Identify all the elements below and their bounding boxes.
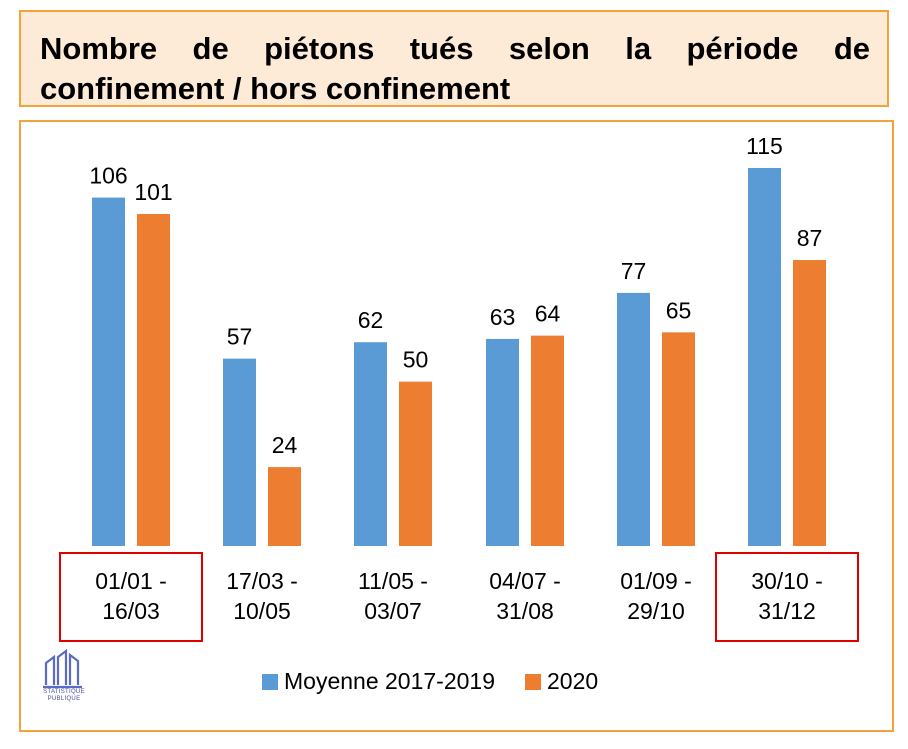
bar-series1-2 bbox=[354, 342, 387, 546]
data-label-series1-2: 62 bbox=[358, 307, 384, 333]
title-box: Nombre de piétons tués selon la période … bbox=[19, 10, 889, 107]
category-label-0-line1: 01/01 - bbox=[95, 568, 167, 594]
bar-series1-3 bbox=[486, 338, 519, 546]
highlight-box-0 bbox=[59, 552, 203, 642]
legend-swatch-series2 bbox=[525, 673, 541, 690]
chart-title: Nombre de piétons tués selon la période … bbox=[40, 31, 870, 106]
legend-item-series1: Moyenne 2017-2019 bbox=[262, 668, 495, 695]
category-label-3-line2: 31/08 bbox=[496, 598, 554, 624]
legend-item-series2: 2020 bbox=[525, 668, 598, 695]
data-label-series1-4: 77 bbox=[621, 258, 647, 284]
legend-label-series2: 2020 bbox=[547, 668, 599, 694]
bar-series1-4 bbox=[617, 292, 650, 546]
category-label-5-line2: 31/12 bbox=[758, 598, 816, 624]
legend-label-series1: Moyenne 2017-2019 bbox=[284, 668, 495, 694]
logo-text-line2: PUBLIQUE bbox=[47, 696, 81, 702]
category-label-2-line1: 11/05 - bbox=[358, 568, 428, 594]
bar-series2-3 bbox=[531, 335, 564, 546]
bar-series1-5 bbox=[748, 168, 781, 546]
logo-text: STATISTIQUE PUBLIQUE bbox=[33, 689, 95, 703]
category-label-3-line1: 04/07 - bbox=[489, 568, 561, 594]
category-label-0-line2: 16/03 bbox=[102, 598, 160, 624]
data-label-series1-0: 106 bbox=[89, 163, 127, 189]
data-label-series2-1: 24 bbox=[272, 432, 298, 458]
building-columns-icon bbox=[43, 648, 82, 689]
bar-series2-4 bbox=[662, 332, 695, 546]
category-label-1-line2: 10/05 bbox=[233, 598, 291, 624]
legend: Moyenne 2017-2019 2020 bbox=[262, 668, 628, 695]
category-label-2-line2: 03/07 bbox=[364, 598, 422, 624]
data-label-series2-5: 87 bbox=[797, 225, 823, 251]
category-label-4-line1: 01/09 - bbox=[620, 568, 692, 594]
data-label-series2-0: 101 bbox=[134, 179, 172, 205]
data-label-series1-3: 63 bbox=[490, 304, 516, 330]
bar-series2-1 bbox=[268, 467, 301, 546]
category-label-4-line2: 29/10 bbox=[627, 598, 685, 624]
bar-series2-0 bbox=[137, 214, 170, 546]
category-label-5-line1: 30/10 - bbox=[751, 568, 823, 594]
bar-series2-2 bbox=[399, 381, 432, 546]
data-label-series1-1: 57 bbox=[227, 324, 253, 350]
data-label-series1-5: 115 bbox=[746, 133, 783, 159]
data-label-series2-2: 50 bbox=[403, 347, 429, 373]
logo-text-line1: STATISTIQUE bbox=[43, 689, 85, 695]
category-label-1-line1: 17/03 - bbox=[226, 568, 298, 594]
bar-series1-0 bbox=[92, 197, 125, 546]
bar-series2-5 bbox=[793, 260, 826, 546]
legend-swatch-series1 bbox=[262, 673, 278, 690]
bar-series1-1 bbox=[223, 358, 256, 546]
data-label-series2-3: 64 bbox=[535, 301, 561, 327]
data-label-series2-4: 65 bbox=[666, 297, 692, 323]
highlight-box-5 bbox=[715, 552, 859, 642]
